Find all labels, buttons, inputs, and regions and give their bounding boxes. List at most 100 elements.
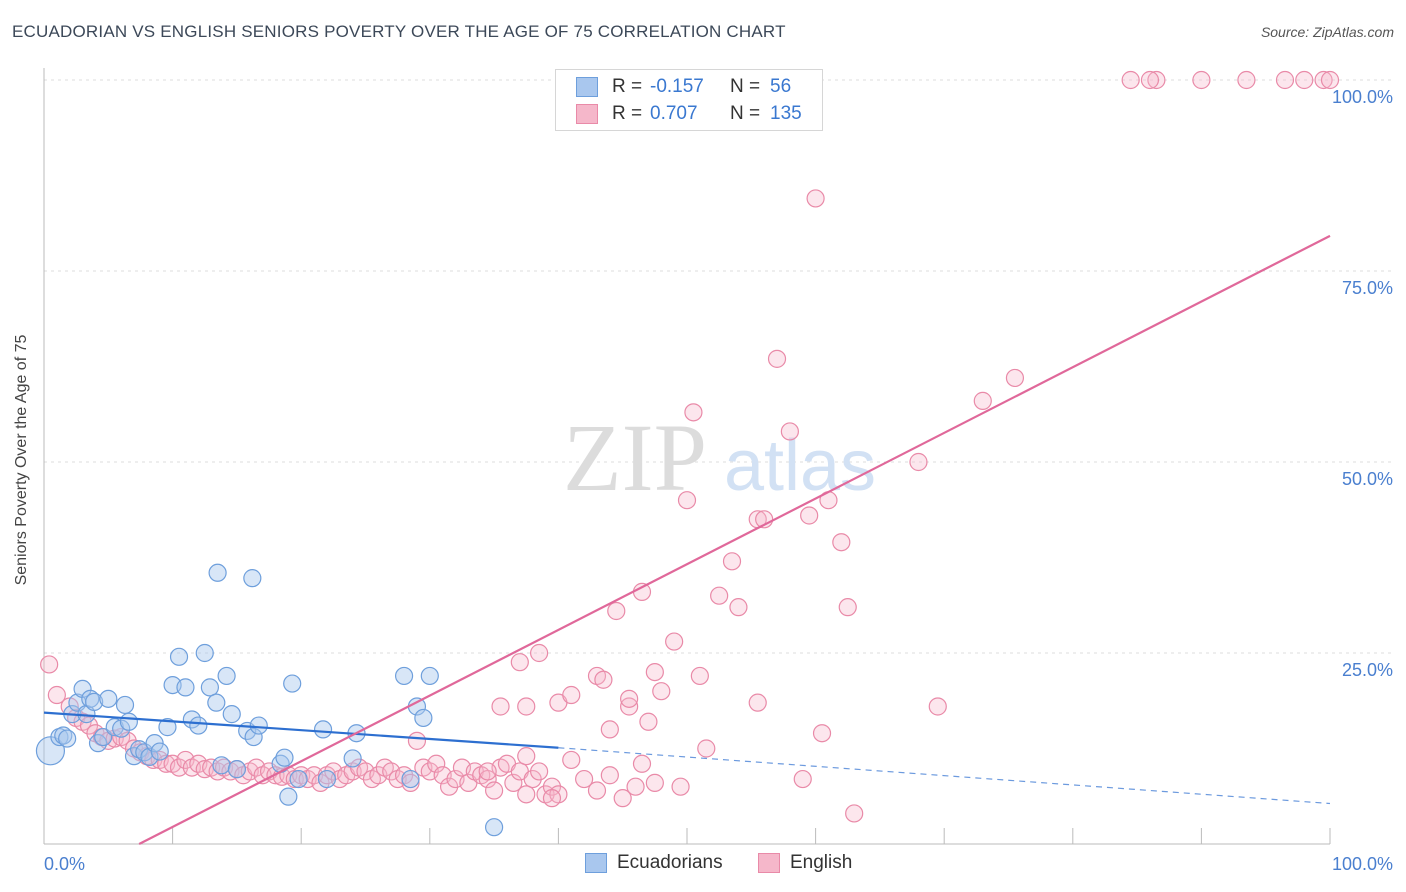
- y-tick-label: 50.0%: [1342, 469, 1393, 489]
- ecuadorian-point: [58, 729, 77, 748]
- ecuadorian-point: [485, 818, 504, 837]
- english-point: [530, 762, 549, 781]
- english-point: [620, 697, 639, 716]
- ecuadorian-point: [130, 740, 149, 759]
- english-point: [562, 750, 581, 770]
- series-legend-english[interactable]: English: [758, 852, 852, 874]
- series-swatch-blue: [585, 853, 607, 873]
- english-point: [510, 653, 529, 672]
- axes: [43, 68, 1331, 845]
- english-point: [491, 697, 510, 716]
- legend-row-english: R = 0.707 N = 135: [576, 101, 802, 127]
- english-point: [587, 781, 607, 800]
- english-point: [710, 586, 729, 605]
- english-point: [575, 769, 594, 789]
- english-point: [812, 724, 832, 743]
- english-point: [632, 754, 652, 773]
- english-point: [594, 670, 613, 689]
- english-point: [838, 598, 857, 617]
- english-point: [793, 769, 812, 789]
- series-label-english: English: [790, 852, 853, 873]
- ecuadorian-point: [208, 563, 227, 582]
- english-point: [620, 689, 639, 708]
- english-point: [504, 773, 523, 792]
- english-point: [517, 697, 536, 716]
- ecuadorian-point: [317, 769, 337, 789]
- english-point: [1192, 70, 1211, 90]
- ecuadorian-point: [85, 692, 104, 711]
- series-legend-ecuadorians[interactable]: Ecuadorians: [585, 852, 723, 874]
- legend-swatch-blue: [576, 77, 598, 97]
- ecuadorian-point: [275, 748, 294, 767]
- english-point: [542, 789, 562, 808]
- legend-n-label: N =: [730, 76, 761, 97]
- english-point: [1237, 70, 1256, 90]
- ecuadorian-point: [189, 716, 208, 735]
- ecuadorian-point: [140, 747, 159, 767]
- english-point: [439, 777, 459, 796]
- ecuadorian-point: [150, 742, 169, 761]
- ecuadorian-point: [289, 769, 308, 789]
- english-point: [677, 491, 697, 510]
- series-swatch-pink: [758, 853, 780, 873]
- legend-n-value: 135: [770, 103, 802, 124]
- english-point: [40, 655, 59, 674]
- english-point: [1147, 70, 1166, 90]
- series-label-ecuadorians: Ecuadorians: [617, 852, 723, 873]
- english-point: [517, 785, 536, 804]
- trend-lines: [43, 234, 1331, 845]
- legend-n-value: 56: [770, 76, 792, 97]
- english-point: [517, 747, 536, 766]
- english-point: [973, 391, 992, 410]
- ecuadorian-points: [35, 563, 504, 837]
- ecuadorian-point: [105, 718, 124, 737]
- english-point: [800, 506, 819, 525]
- english-point: [1121, 70, 1140, 90]
- legend-n-label: N =: [730, 103, 761, 124]
- english-point: [690, 666, 709, 686]
- english-point: [645, 662, 664, 682]
- english-point: [530, 643, 549, 663]
- source-label: Source: ZipAtlas.com: [1260, 24, 1394, 40]
- ecuadorian-point: [73, 679, 92, 699]
- legend-r-label: R =: [612, 103, 643, 124]
- ecuadorian-point: [249, 716, 268, 735]
- ecuadorian-trend-extension: [558, 747, 1331, 805]
- ecuadorian-point: [217, 666, 236, 686]
- x-tick-label: 0.0%: [44, 854, 85, 874]
- english-point: [607, 601, 626, 621]
- english-point: [562, 685, 581, 705]
- ecuadorian-point: [212, 756, 231, 775]
- english-point: [665, 632, 684, 651]
- english-point: [613, 789, 632, 808]
- ecuadorian-point: [243, 569, 262, 588]
- ecuadorian-point: [420, 666, 439, 686]
- english-point: [47, 685, 66, 705]
- english-point: [722, 552, 742, 571]
- english-point: [909, 452, 928, 472]
- legend-r-label: R =: [612, 76, 643, 97]
- ecuadorian-point: [112, 719, 131, 738]
- english-point: [845, 804, 864, 823]
- chart-title: ECUADORIAN VS ENGLISH SENIORS POVERTY OV…: [12, 22, 786, 41]
- ecuadorian-point: [99, 689, 118, 708]
- ecuadorian-point: [227, 760, 246, 779]
- english-point: [1005, 368, 1025, 388]
- english-point: [478, 769, 497, 789]
- legend-r-value: 0.707: [650, 103, 698, 124]
- y-tick-label: 25.0%: [1342, 660, 1393, 680]
- ecuadorian-point: [401, 769, 420, 789]
- english-point: [401, 773, 420, 792]
- watermark-atlas: atlas: [724, 426, 876, 506]
- ecuadorian-point: [283, 674, 302, 693]
- english-point: [1140, 70, 1160, 90]
- ecuadorian-point: [169, 647, 189, 666]
- english-point: [806, 189, 825, 208]
- english-point: [748, 693, 767, 712]
- ecuadorian-point: [343, 749, 362, 768]
- legend-r-value: -0.157: [650, 76, 704, 97]
- ecuadorian-point: [313, 720, 333, 739]
- x-tick-label: 100.0%: [1332, 854, 1393, 874]
- english-point: [671, 777, 690, 796]
